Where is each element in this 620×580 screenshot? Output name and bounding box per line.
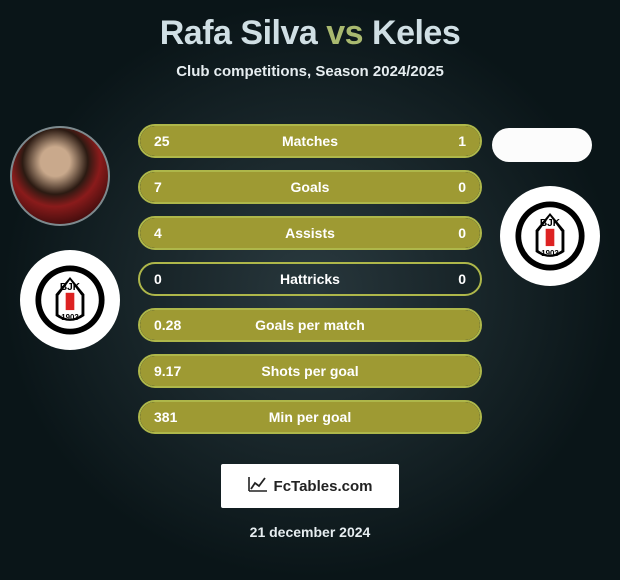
stat-row: 4 Assists 0 (138, 216, 482, 250)
stats-column: 25 Matches 1 7 Goals 0 4 Assists 0 0 Hat… (138, 124, 482, 446)
stat-label: Goals (220, 179, 400, 195)
vs-label: vs (326, 14, 363, 52)
player2-photo (492, 128, 592, 162)
stat-label: Matches (220, 133, 400, 149)
stat-left-value: 4 (140, 225, 220, 241)
stat-right-value: 0 (400, 271, 480, 287)
player1-name: Rafa Silva (160, 14, 318, 52)
stat-right-value: 0 (400, 179, 480, 195)
stat-label: Assists (220, 225, 400, 241)
stat-row: 0.28 Goals per match (138, 308, 482, 342)
chart-icon (248, 476, 268, 496)
besiktas-logo-icon: BJK 1903 (514, 200, 586, 272)
stat-left-value: 7 (140, 179, 220, 195)
branding[interactable]: FcTables.com (221, 464, 399, 508)
stat-left-value: 381 (140, 409, 220, 425)
comparison-body: BJK 1903 BJK 1903 25 Matche (0, 108, 620, 448)
stat-left-value: 9.17 (140, 363, 220, 379)
stat-row: 9.17 Shots per goal (138, 354, 482, 388)
stat-label: Hattricks (220, 271, 400, 287)
svg-text:BJK: BJK (60, 282, 81, 293)
player2-name: Keles (372, 14, 460, 52)
svg-text:BJK: BJK (540, 218, 561, 229)
subtitle: Club competitions, Season 2024/2025 (0, 63, 620, 80)
besiktas-logo-icon: BJK 1903 (34, 264, 106, 336)
stat-left-value: 0 (140, 271, 220, 287)
svg-text:1903: 1903 (61, 313, 79, 322)
svg-text:1903: 1903 (541, 249, 559, 258)
stat-label: Shots per goal (220, 363, 400, 379)
page-title: Rafa Silva vs Keles (0, 14, 620, 53)
stat-row: 0 Hattricks 0 (138, 262, 482, 296)
player2-club-badge: BJK 1903 (500, 186, 600, 286)
stat-row: 7 Goals 0 (138, 170, 482, 204)
player1-club-badge: BJK 1903 (20, 250, 120, 350)
player1-photo (10, 126, 110, 226)
stat-right-value: 1 (400, 133, 480, 149)
stat-right-value: 0 (400, 225, 480, 241)
stat-row: 381 Min per goal (138, 400, 482, 434)
stat-row: 25 Matches 1 (138, 124, 482, 158)
date-label: 21 december 2024 (0, 524, 620, 540)
comparison-card: Rafa Silva vs Keles Club competitions, S… (0, 0, 620, 552)
stat-label: Min per goal (220, 409, 400, 425)
branding-text: FcTables.com (274, 478, 373, 495)
stat-left-value: 25 (140, 133, 220, 149)
stat-left-value: 0.28 (140, 317, 220, 333)
stat-label: Goals per match (220, 317, 400, 333)
